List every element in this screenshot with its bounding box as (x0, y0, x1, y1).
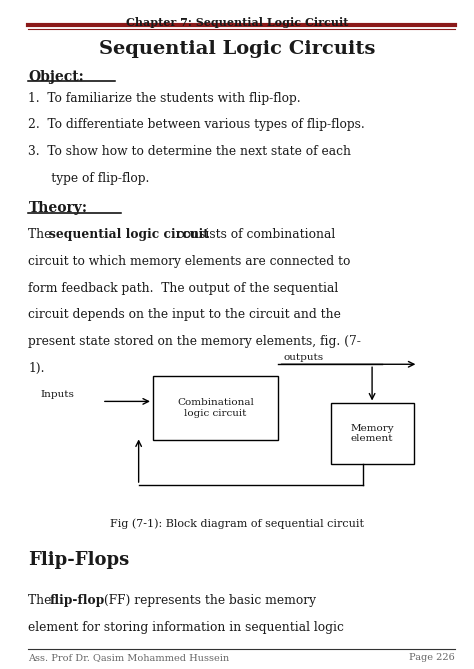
Text: Sequential Logic Circuits: Sequential Logic Circuits (99, 40, 375, 58)
Text: Flip-Flops: Flip-Flops (28, 551, 130, 569)
Text: 1.  To familiarize the students with flip-flop.: 1. To familiarize the students with flip… (28, 92, 301, 104)
Text: Chapter 7: Sequential Logic Circuit: Chapter 7: Sequential Logic Circuit (126, 17, 348, 27)
Text: (FF) represents the basic memory: (FF) represents the basic memory (100, 594, 317, 607)
Text: The: The (28, 228, 55, 241)
FancyBboxPatch shape (153, 377, 279, 440)
Text: Theory:: Theory: (28, 201, 87, 215)
Text: Ass. Prof Dr. Qasim Mohammed Hussein: Ass. Prof Dr. Qasim Mohammed Hussein (28, 653, 229, 662)
Text: The: The (28, 594, 55, 607)
Text: Fig (7-1): Block diagram of sequential circuit: Fig (7-1): Block diagram of sequential c… (110, 518, 364, 529)
Text: 3.  To show how to determine the next state of each: 3. To show how to determine the next sta… (28, 145, 351, 158)
Text: Object:: Object: (28, 70, 84, 84)
Text: Inputs: Inputs (40, 391, 74, 399)
FancyBboxPatch shape (331, 403, 413, 464)
Text: Combinational
logic circuit: Combinational logic circuit (177, 399, 254, 417)
Text: flip-flop: flip-flop (49, 594, 105, 607)
Text: element for storing information in sequential logic: element for storing information in seque… (28, 621, 344, 634)
Text: sequential logic circuit: sequential logic circuit (49, 228, 210, 241)
Text: circuit to which memory elements are connected to: circuit to which memory elements are con… (28, 255, 351, 268)
Text: type of flip-flop.: type of flip-flop. (28, 172, 150, 185)
Text: Memory
element: Memory element (350, 424, 394, 443)
Text: present state stored on the memory elements, fig. (7-: present state stored on the memory eleme… (28, 335, 361, 348)
Text: outputs: outputs (283, 353, 323, 363)
Text: form feedback path.  The output of the sequential: form feedback path. The output of the se… (28, 282, 339, 294)
Text: 1).: 1). (28, 362, 45, 375)
Text: circuit depends on the input to the circuit and the: circuit depends on the input to the circ… (28, 308, 341, 321)
Text: 2.  To differentiate between various types of flip-flops.: 2. To differentiate between various type… (28, 118, 365, 131)
Text: Page 226: Page 226 (409, 653, 455, 662)
Text: consists of combinational: consists of combinational (173, 228, 336, 241)
